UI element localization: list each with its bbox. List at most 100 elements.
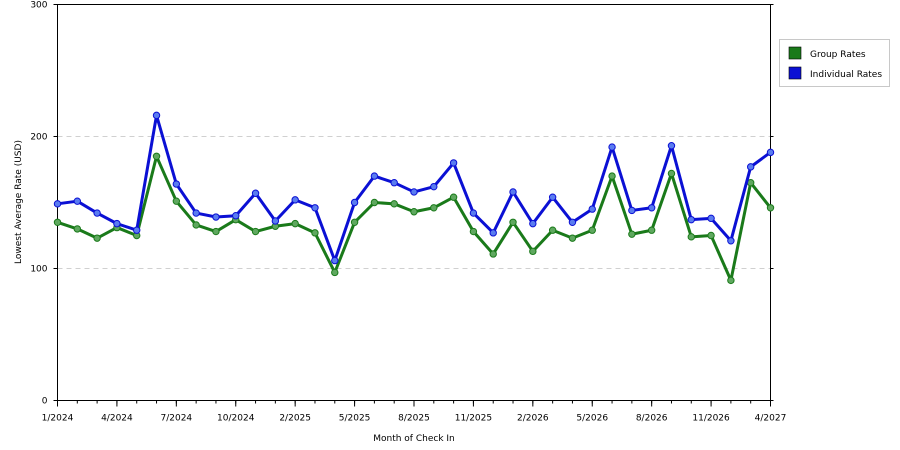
legend-label-individual: Individual Rates <box>810 70 882 80</box>
data-point <box>192 221 200 229</box>
data-point <box>350 198 359 207</box>
data-point <box>509 188 517 196</box>
data-point <box>93 234 101 242</box>
legend-label-group: Group Rates <box>810 50 866 60</box>
data-point <box>93 209 101 217</box>
x-tick-label: 10/2024 <box>217 414 255 424</box>
data-point <box>291 196 299 204</box>
data-point <box>73 197 82 205</box>
data-point <box>687 215 695 224</box>
data-point <box>529 247 537 256</box>
x-tick-label: 8/2026 <box>636 414 668 424</box>
x-tick-label: 1/2024 <box>42 414 74 424</box>
data-point <box>311 229 319 237</box>
data-point <box>449 159 458 167</box>
x-tick-label: 2/2026 <box>517 414 549 424</box>
legend-swatch-group <box>788 46 802 60</box>
data-point <box>251 227 260 236</box>
x-tick-label: 7/2024 <box>160 414 192 424</box>
data-point <box>212 227 220 236</box>
x-tick-label: 11/2026 <box>692 414 730 424</box>
x-tick-label: 11/2025 <box>455 414 492 424</box>
data-point <box>410 188 418 196</box>
y-tick-label: 100 <box>30 265 47 275</box>
data-point <box>628 230 636 238</box>
data-point <box>727 276 735 285</box>
x-tick-label: 8/2025 <box>398 414 430 424</box>
data-point <box>430 182 438 191</box>
data-point <box>73 225 82 233</box>
data-point <box>548 226 557 234</box>
y-tick-label: 0 <box>42 397 48 407</box>
data-point <box>647 204 656 212</box>
data-point <box>746 163 755 171</box>
x-axis-title: Month of Check In <box>373 434 455 444</box>
data-point <box>608 143 616 151</box>
data-point <box>232 212 240 220</box>
data-point <box>667 169 676 178</box>
data-point <box>568 234 577 242</box>
data-point <box>489 229 497 237</box>
data-point <box>628 206 636 215</box>
data-point <box>766 204 775 212</box>
x-tick-label: 4/2027 <box>755 414 787 424</box>
data-point <box>410 208 418 216</box>
data-point <box>449 193 458 201</box>
data-point <box>469 209 478 217</box>
data-point <box>489 250 497 258</box>
data-point <box>152 152 161 161</box>
y-tick-label: 200 <box>30 133 47 143</box>
data-point <box>687 233 695 241</box>
data-point <box>192 209 200 217</box>
data-point <box>331 268 339 277</box>
data-point <box>509 218 517 227</box>
data-point <box>390 179 398 187</box>
data-point <box>172 197 181 205</box>
data-point <box>172 180 181 188</box>
data-point <box>331 256 339 265</box>
data-point <box>370 172 379 180</box>
series-layer <box>53 111 775 285</box>
plot-frame <box>57 4 771 401</box>
data-point <box>53 218 62 227</box>
series-individual-rates <box>53 111 775 265</box>
x-tick-label: 2/2025 <box>279 414 311 424</box>
data-point <box>766 148 775 157</box>
data-point <box>350 218 359 227</box>
grid-lines <box>57 136 771 269</box>
data-point <box>588 226 596 234</box>
data-point <box>133 226 141 234</box>
data-point <box>390 200 398 208</box>
data-point <box>568 218 577 227</box>
data-point <box>529 219 537 228</box>
data-point <box>113 219 121 228</box>
y-tick-label: 300 <box>30 1 47 11</box>
series-line <box>57 113 772 263</box>
x-tick-label: 5/2025 <box>339 414 371 424</box>
data-point <box>548 193 557 201</box>
data-point <box>588 205 596 213</box>
data-point <box>469 227 478 236</box>
data-point <box>251 189 260 197</box>
data-point <box>727 237 735 245</box>
data-point <box>707 231 715 240</box>
data-point <box>291 219 299 228</box>
data-point <box>311 204 319 212</box>
x-axis: 1/2024 4/2024 7/2024 10/2024 2/2025 5/2025 8/2… <box>42 400 787 424</box>
data-point <box>53 200 62 208</box>
data-point <box>707 214 715 223</box>
x-tick-label: 4/2024 <box>101 414 133 424</box>
data-point <box>152 111 161 120</box>
data-point <box>667 142 676 150</box>
data-point <box>370 198 379 207</box>
y-axis-title: Lowest Average Rate (USD) <box>14 140 24 264</box>
data-point <box>430 204 438 212</box>
series-group-rates <box>53 152 775 285</box>
y-axis: 0 100 200 300 <box>30 1 774 407</box>
data-point <box>608 172 616 180</box>
legend-swatch-individual <box>788 66 802 80</box>
data-point <box>647 226 656 234</box>
data-point <box>271 217 280 225</box>
x-tick-label: 5/2026 <box>576 414 608 424</box>
